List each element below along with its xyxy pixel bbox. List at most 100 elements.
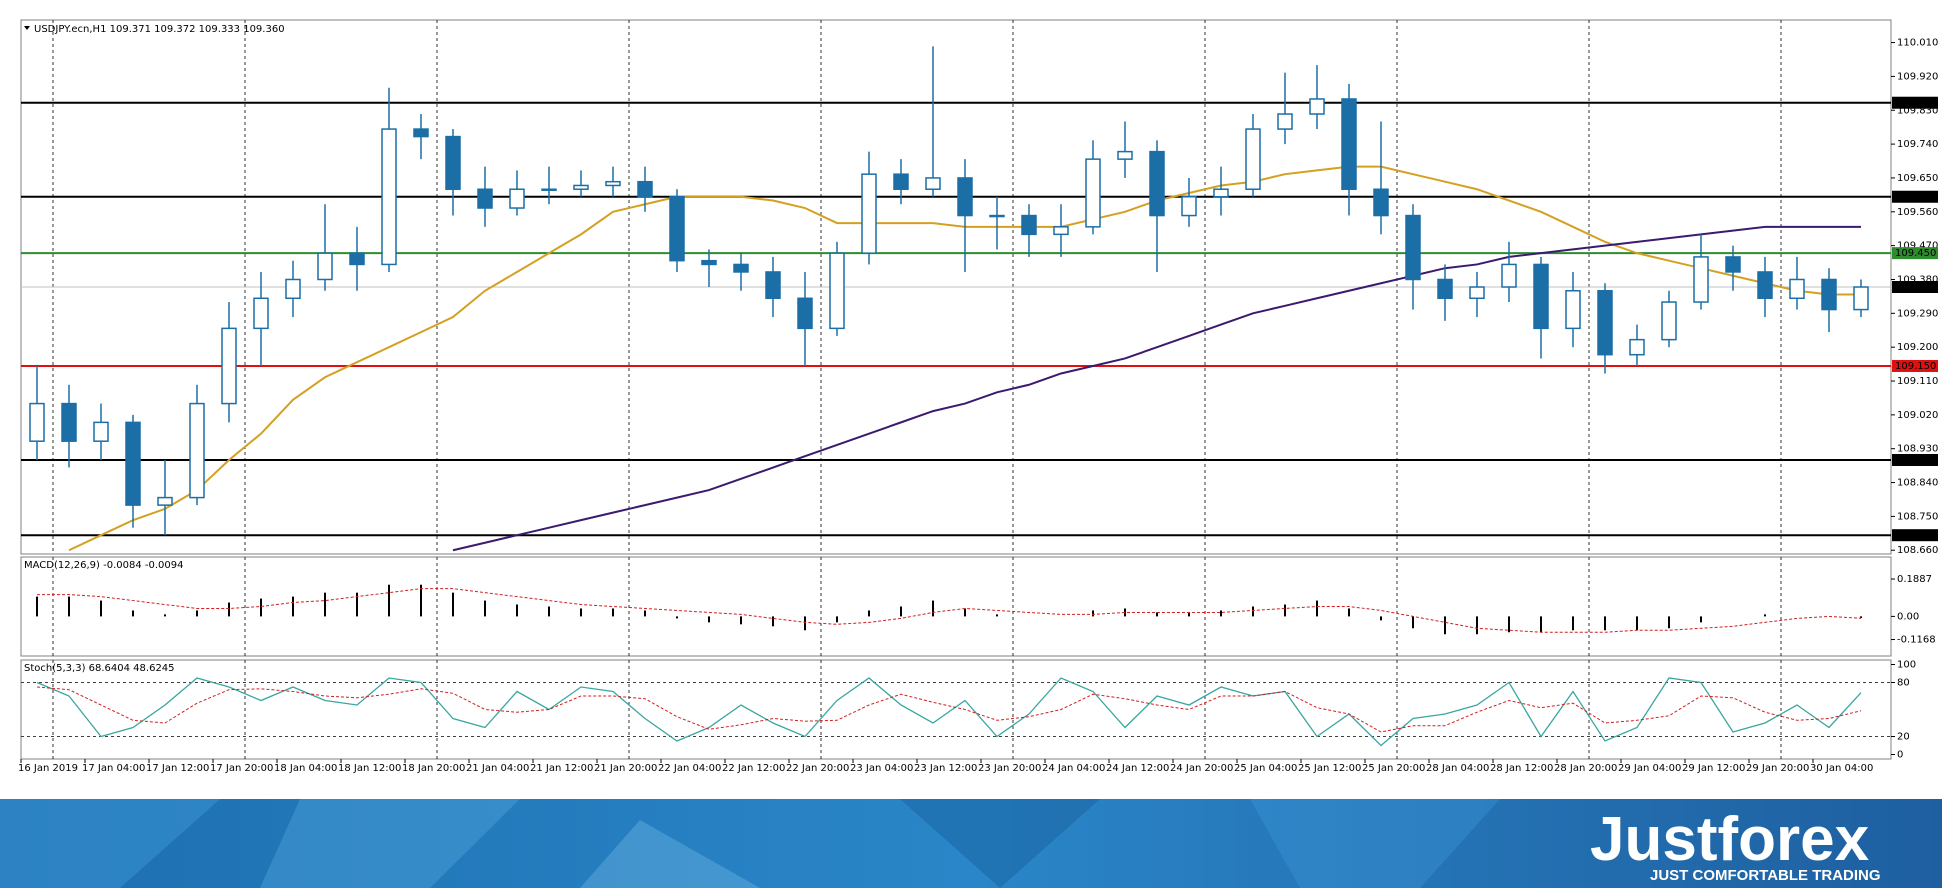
candle-body xyxy=(125,421,141,506)
x-tick-label: 23 Jan 04:00 xyxy=(850,763,913,774)
y-tick-label: 109.830 xyxy=(1897,105,1938,116)
y-tick-label: -0.1168 xyxy=(1897,635,1936,646)
level-line-label: 109.150 xyxy=(1895,361,1936,372)
x-tick-label: 18 Jan 12:00 xyxy=(338,763,401,774)
y-tick-label: 109.740 xyxy=(1897,139,1938,150)
candle-body xyxy=(29,402,45,442)
candle-body xyxy=(93,421,109,442)
footer-shape xyxy=(260,799,520,888)
x-tick-label: 16 Jan 2019 xyxy=(18,763,78,774)
x-tick-label: 24 Jan 04:00 xyxy=(1042,763,1105,774)
candle-body xyxy=(189,402,205,499)
candle-body xyxy=(605,180,621,187)
candle-body xyxy=(1085,158,1101,228)
x-tick-label: 25 Jan 12:00 xyxy=(1298,763,1361,774)
y-tick-label: 20 xyxy=(1897,732,1910,743)
candle-body xyxy=(893,173,909,190)
x-tick-label: 22 Jan 12:00 xyxy=(722,763,785,774)
x-tick-label: 17 Jan 12:00 xyxy=(146,763,209,774)
candle-body xyxy=(861,173,877,254)
x-tick-label: 18 Jan 04:00 xyxy=(274,763,337,774)
y-tick-label: 80 xyxy=(1897,678,1910,689)
candle-body xyxy=(1725,256,1741,273)
y-tick-label: 109.020 xyxy=(1897,410,1938,421)
x-tick-label: 21 Jan 04:00 xyxy=(466,763,529,774)
y-tick-label: 110.010 xyxy=(1897,38,1938,49)
candle-body xyxy=(1053,226,1069,236)
footer-shape xyxy=(580,820,760,888)
y-tick-label: 109.560 xyxy=(1897,207,1938,218)
footer-shape xyxy=(0,799,220,888)
footer-bg xyxy=(0,799,1942,888)
x-tick-label: 28 Jan 20:00 xyxy=(1554,763,1617,774)
level-line-box xyxy=(1892,96,1938,109)
candle-body xyxy=(797,297,813,330)
candle-body xyxy=(253,297,269,330)
level-line-box xyxy=(1892,529,1938,542)
y-tick-label: 109.110 xyxy=(1897,376,1938,387)
candle-body xyxy=(637,180,653,198)
candle-body xyxy=(1501,263,1517,288)
macd-title: MACD(12,26,9) -0.0084 -0.0094 xyxy=(24,560,184,571)
y-tick-label: 0.1887 xyxy=(1897,574,1932,585)
price-line-box xyxy=(1892,281,1938,293)
level-line-box xyxy=(1892,190,1938,203)
candle-body xyxy=(1181,195,1197,217)
y-tick-label: 109.380 xyxy=(1897,274,1938,285)
candle-body xyxy=(1149,150,1165,217)
candle-body xyxy=(477,188,493,209)
candle-body xyxy=(1021,214,1037,236)
x-tick-label: 17 Jan 04:00 xyxy=(82,763,145,774)
y-tick-label: 0 xyxy=(1897,750,1903,761)
x-tick-label: 21 Jan 12:00 xyxy=(530,763,593,774)
candle-body xyxy=(765,271,781,300)
level-line-label: 109.450 xyxy=(1895,248,1936,259)
candle-body xyxy=(1789,278,1805,300)
x-tick-label: 22 Jan 20:00 xyxy=(786,763,849,774)
candle-body xyxy=(733,263,749,273)
candle-body xyxy=(1213,188,1229,198)
candle-body xyxy=(1693,256,1709,303)
candle-body xyxy=(1309,98,1325,115)
candle-body xyxy=(541,188,557,191)
price-line-label: 109.360 xyxy=(1895,282,1936,293)
level-line-box xyxy=(1892,247,1938,260)
candle-body xyxy=(349,252,365,266)
x-tick-label: 25 Jan 20:00 xyxy=(1362,763,1425,774)
footer-shape xyxy=(1250,799,1500,888)
candle-body xyxy=(701,259,717,266)
y-tick-label: 0.00 xyxy=(1897,611,1919,622)
candle-body xyxy=(221,327,237,405)
y-tick-label: 109.920 xyxy=(1897,71,1938,82)
stoch-panel xyxy=(20,659,1892,760)
candle-body xyxy=(1757,271,1773,300)
candle-body xyxy=(1277,113,1293,130)
candle-body xyxy=(285,278,301,300)
x-tick-label: 21 Jan 20:00 xyxy=(594,763,657,774)
y-tick-label: 108.750 xyxy=(1897,511,1938,522)
x-tick-label: 24 Jan 12:00 xyxy=(1106,763,1169,774)
candle-body xyxy=(957,177,973,217)
level-line-box xyxy=(1892,453,1938,466)
x-tick-label: 25 Jan 04:00 xyxy=(1234,763,1297,774)
candle-body xyxy=(381,128,397,266)
candle-body xyxy=(1661,301,1677,341)
candle-body xyxy=(1469,286,1485,300)
y-tick-label: 100 xyxy=(1897,660,1916,671)
candle-body xyxy=(1821,278,1837,311)
x-tick-label: 17 Jan 20:00 xyxy=(210,763,273,774)
candle-body xyxy=(1373,188,1389,217)
slogan: JUST COMFORTABLE TRADING xyxy=(1650,867,1881,884)
stoch-signal xyxy=(36,686,1862,733)
moving-average xyxy=(452,225,1861,552)
footer-shape xyxy=(900,799,1100,888)
candle-body xyxy=(669,195,685,262)
macd-signal xyxy=(37,588,1862,633)
footer: Justforex JUST COMFORTABLE TRADING xyxy=(0,799,1942,888)
candle-body xyxy=(1597,290,1613,356)
y-tick-label: 109.200 xyxy=(1897,342,1938,353)
y-tick-label: 108.840 xyxy=(1897,478,1938,489)
x-tick-label: 28 Jan 12:00 xyxy=(1490,763,1553,774)
candle-body xyxy=(925,177,941,190)
